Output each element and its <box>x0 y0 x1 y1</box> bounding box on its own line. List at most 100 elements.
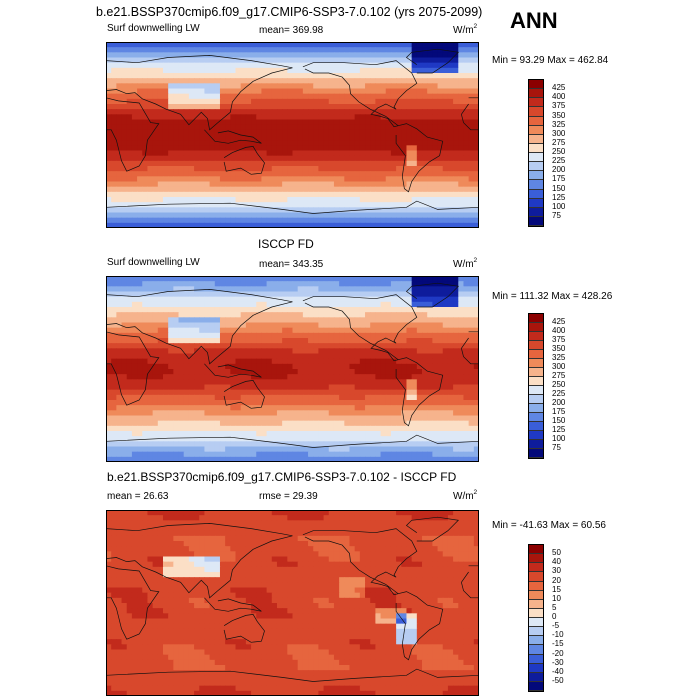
field-cell <box>468 191 475 198</box>
field-cell <box>121 405 128 411</box>
field-cell <box>427 78 433 84</box>
field-cell <box>453 207 459 214</box>
field-cell <box>442 124 449 131</box>
coastline <box>106 200 479 214</box>
field-cell <box>380 83 387 90</box>
field-cell <box>214 384 221 391</box>
field-cell <box>225 217 231 224</box>
field-cell <box>219 42 226 48</box>
field-cell <box>380 129 387 136</box>
field-cell <box>365 93 371 100</box>
field-cell <box>225 431 231 437</box>
field-cell <box>183 410 190 417</box>
field-cell <box>183 197 190 203</box>
field-cell <box>396 135 402 141</box>
field-cell <box>121 348 128 355</box>
field-cell <box>126 73 133 79</box>
field-cell <box>375 62 382 69</box>
field-cell <box>401 217 408 224</box>
field-cell <box>453 88 459 95</box>
field-cell <box>473 155 479 162</box>
field-cell <box>292 217 299 224</box>
field-cell <box>276 327 283 334</box>
field-cell <box>401 212 408 219</box>
field-cell <box>225 441 231 448</box>
field-cell <box>147 301 154 308</box>
field-cell <box>131 353 138 360</box>
field-cell <box>106 307 112 313</box>
field-cell <box>214 217 221 224</box>
field-cell <box>375 291 382 298</box>
field-cell <box>271 217 278 224</box>
field-cell <box>194 155 200 162</box>
field-cell <box>111 301 117 308</box>
field-cell <box>152 431 159 437</box>
field-cell <box>137 166 143 172</box>
field-cell <box>458 301 465 308</box>
field-cell <box>344 389 351 396</box>
field-cell <box>406 425 413 432</box>
field-cell <box>458 52 465 59</box>
field-cell <box>323 109 330 115</box>
field-cell <box>432 307 439 313</box>
field-cell <box>251 317 257 324</box>
field-cell <box>292 93 299 100</box>
field-cell <box>416 276 423 282</box>
field-cell <box>339 186 345 193</box>
field-cell <box>333 62 340 69</box>
field-cell <box>302 410 309 417</box>
field-cell <box>370 88 376 95</box>
field-cell <box>230 67 237 74</box>
field-cell <box>214 358 221 365</box>
field-cell <box>183 160 190 167</box>
field-cell <box>266 160 273 167</box>
field-cell <box>106 207 112 214</box>
field-cell <box>111 363 117 370</box>
field-cell <box>313 119 319 126</box>
field-cell <box>173 317 180 324</box>
field-cell <box>214 47 221 53</box>
field-cell <box>111 67 117 74</box>
field-cell <box>178 312 185 318</box>
field-cell <box>142 166 149 172</box>
field-cell <box>447 207 454 214</box>
field-cell <box>116 363 123 370</box>
field-cell <box>106 353 112 360</box>
field-cell <box>287 42 294 48</box>
field-cell <box>225 405 231 411</box>
field-cell <box>178 441 185 448</box>
field-cell <box>266 379 273 386</box>
field-cell <box>214 369 221 375</box>
field-cell <box>214 400 221 406</box>
field-cell <box>142 410 149 417</box>
field-cell <box>188 410 195 417</box>
field-cell <box>147 441 154 448</box>
field-cell <box>375 176 382 183</box>
field-cell <box>116 145 123 152</box>
field-cell <box>447 176 454 183</box>
field-cell <box>453 276 459 282</box>
field-cell <box>463 374 470 380</box>
field-cell <box>447 307 454 313</box>
field-cell <box>106 296 112 303</box>
field-cell <box>323 312 330 318</box>
field-cell <box>333 322 340 329</box>
field-cell <box>422 374 428 380</box>
field-cell <box>375 410 382 417</box>
field-cell <box>137 436 143 442</box>
field-cell <box>173 57 180 64</box>
field-cell <box>365 191 371 198</box>
field-cell <box>157 207 164 214</box>
field-cell <box>131 410 138 417</box>
field-cell <box>458 176 465 183</box>
field-cell <box>390 348 397 355</box>
field-cell <box>142 98 149 105</box>
field-cell <box>416 369 423 375</box>
field-cell <box>137 140 143 146</box>
field-cell <box>256 212 263 219</box>
field-cell <box>225 88 231 95</box>
field-cell <box>406 160 413 167</box>
field-cell <box>126 431 133 437</box>
field-cell <box>225 202 231 208</box>
field-cell <box>261 155 268 162</box>
